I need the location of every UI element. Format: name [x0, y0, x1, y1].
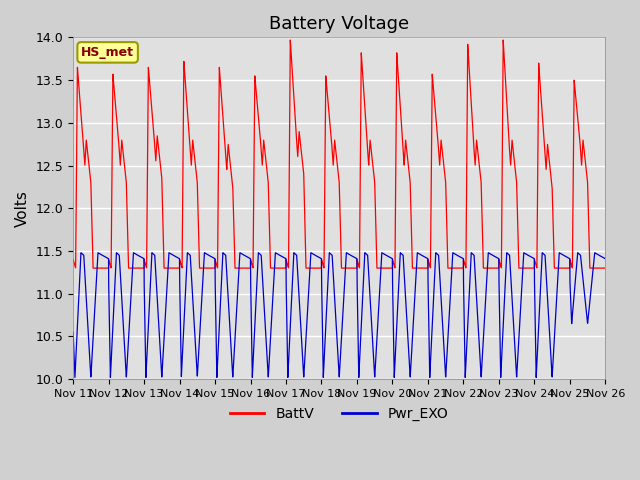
BattV: [488, 265, 496, 271]
Pwr_EXO: [71, 374, 79, 380]
BattV: [183, 103, 191, 108]
Pwr_EXO: [600, 255, 607, 261]
BattV: [69, 257, 77, 263]
Pwr_EXO: [77, 250, 84, 256]
BattV: [178, 263, 186, 269]
BattV: [602, 265, 609, 271]
BattV: [269, 265, 276, 271]
Pwr_EXO: [602, 256, 609, 262]
Pwr_EXO: [488, 252, 496, 258]
Pwr_EXO: [178, 371, 186, 376]
Pwr_EXO: [413, 262, 420, 267]
Line: Pwr_EXO: Pwr_EXO: [73, 253, 605, 377]
Legend: BattV, Pwr_EXO: BattV, Pwr_EXO: [224, 402, 454, 427]
Line: BattV: BattV: [73, 40, 605, 268]
BattV: [287, 37, 294, 43]
Title: Battery Voltage: Battery Voltage: [269, 15, 410, 33]
Pwr_EXO: [269, 300, 276, 306]
BattV: [89, 265, 97, 271]
Text: HS_met: HS_met: [81, 46, 134, 59]
Y-axis label: Volts: Volts: [15, 190, 30, 227]
Pwr_EXO: [69, 329, 77, 335]
BattV: [413, 265, 420, 271]
Pwr_EXO: [183, 255, 191, 261]
BattV: [600, 265, 607, 271]
